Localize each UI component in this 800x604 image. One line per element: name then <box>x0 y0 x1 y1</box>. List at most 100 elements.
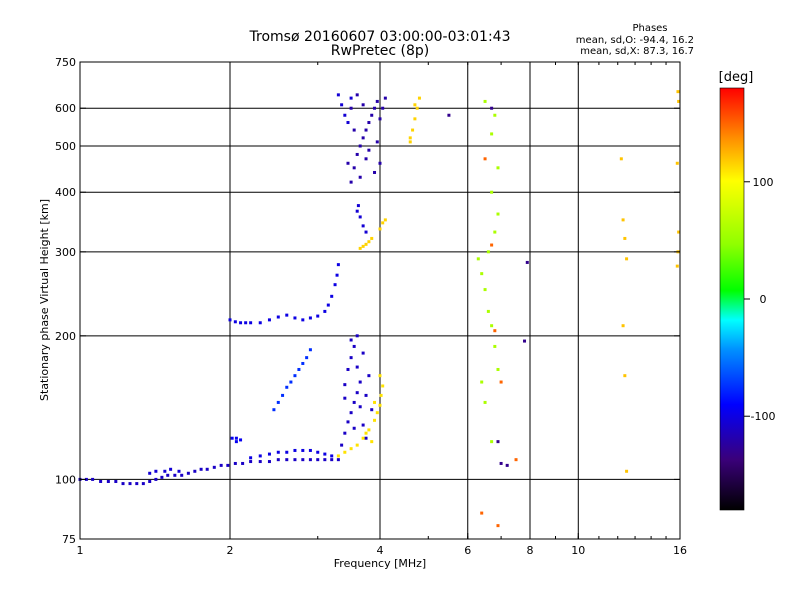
data-point <box>493 344 497 348</box>
data-point <box>373 106 377 110</box>
data-point <box>258 460 262 464</box>
data-point <box>381 106 385 110</box>
data-point <box>358 175 362 179</box>
grid <box>80 62 680 539</box>
data-point <box>621 218 625 222</box>
data-point <box>413 103 417 107</box>
data-point <box>343 450 347 454</box>
data-point <box>490 106 494 110</box>
data-point <box>258 321 262 325</box>
data-point <box>364 128 368 132</box>
data-point <box>677 99 681 103</box>
data-point <box>361 351 365 355</box>
data-point <box>375 140 379 144</box>
data-point <box>281 393 285 397</box>
data-point <box>212 465 216 469</box>
data-point <box>480 272 484 276</box>
data-point <box>378 374 382 378</box>
data-point <box>135 482 139 486</box>
data-point <box>352 128 356 132</box>
data-point <box>378 161 382 165</box>
data-point <box>308 348 312 352</box>
data-point <box>415 106 419 110</box>
data-point <box>160 475 164 479</box>
data-point <box>358 380 362 384</box>
data-point <box>496 212 500 216</box>
data-point <box>323 452 327 456</box>
data-point <box>330 458 334 462</box>
data-point <box>499 461 503 465</box>
data-point <box>276 400 280 404</box>
data-point <box>490 243 494 247</box>
data-point <box>276 450 280 454</box>
data-point <box>114 479 118 483</box>
data-point <box>375 99 379 103</box>
data-point <box>308 316 312 320</box>
data-point <box>361 103 365 107</box>
data-point <box>367 428 371 432</box>
data-point <box>352 426 356 430</box>
data-point <box>84 477 88 481</box>
data-point <box>411 128 415 132</box>
data-point <box>316 314 320 318</box>
data-point <box>483 157 487 161</box>
data-point <box>358 405 362 409</box>
data-point <box>493 329 497 333</box>
data-point <box>301 318 305 322</box>
data-point <box>258 454 262 458</box>
data-point <box>333 283 337 287</box>
data-point <box>523 339 527 343</box>
y-tick-label: 600 <box>55 102 76 115</box>
data-point <box>358 144 362 148</box>
data-point <box>364 393 368 397</box>
data-point <box>383 218 387 222</box>
data-point <box>490 324 494 328</box>
data-point <box>267 318 271 322</box>
data-point <box>241 461 245 465</box>
data-point <box>349 338 353 342</box>
data-point <box>355 93 359 97</box>
data-point <box>276 458 280 462</box>
data-point <box>417 96 421 100</box>
data-point <box>505 463 509 467</box>
data-point <box>349 106 353 110</box>
phases-heading: Phases <box>632 23 667 34</box>
data-point <box>361 423 365 427</box>
data-point <box>490 132 494 136</box>
data-point <box>163 469 167 473</box>
data-points <box>78 90 681 528</box>
data-point <box>364 230 368 234</box>
data-point <box>343 383 347 387</box>
data-point <box>346 367 350 371</box>
data-point <box>340 443 344 447</box>
data-point <box>514 458 518 462</box>
data-point <box>326 303 330 307</box>
data-point <box>623 374 627 378</box>
data-point <box>373 400 377 404</box>
data-point <box>408 136 412 140</box>
data-point <box>323 458 327 462</box>
data-point <box>483 288 487 292</box>
data-point <box>228 318 232 322</box>
data-point <box>272 408 276 412</box>
data-point <box>244 321 248 325</box>
data-point <box>352 344 356 348</box>
x-tick-label: 16 <box>673 544 687 557</box>
data-point <box>346 121 350 125</box>
chart-title: Tromsø 20160607 03:00:00-03:01:43 <box>249 29 511 45</box>
colorbar-tick-label: 100 <box>753 176 774 189</box>
data-point <box>493 113 497 117</box>
data-point <box>383 96 387 100</box>
data-point <box>381 221 385 225</box>
data-point <box>499 380 503 384</box>
data-point <box>233 461 237 465</box>
data-point <box>619 157 623 161</box>
colorbar-tick-label: -100 <box>751 410 776 423</box>
x-tick-label: 1 <box>77 544 84 557</box>
data-point <box>141 482 145 486</box>
colorbar-ticks: 100 0 -100 <box>744 176 775 423</box>
data-point <box>308 448 312 452</box>
phases-mean-o: mean, sd,O: -94.4, 16.2 <box>576 35 694 46</box>
